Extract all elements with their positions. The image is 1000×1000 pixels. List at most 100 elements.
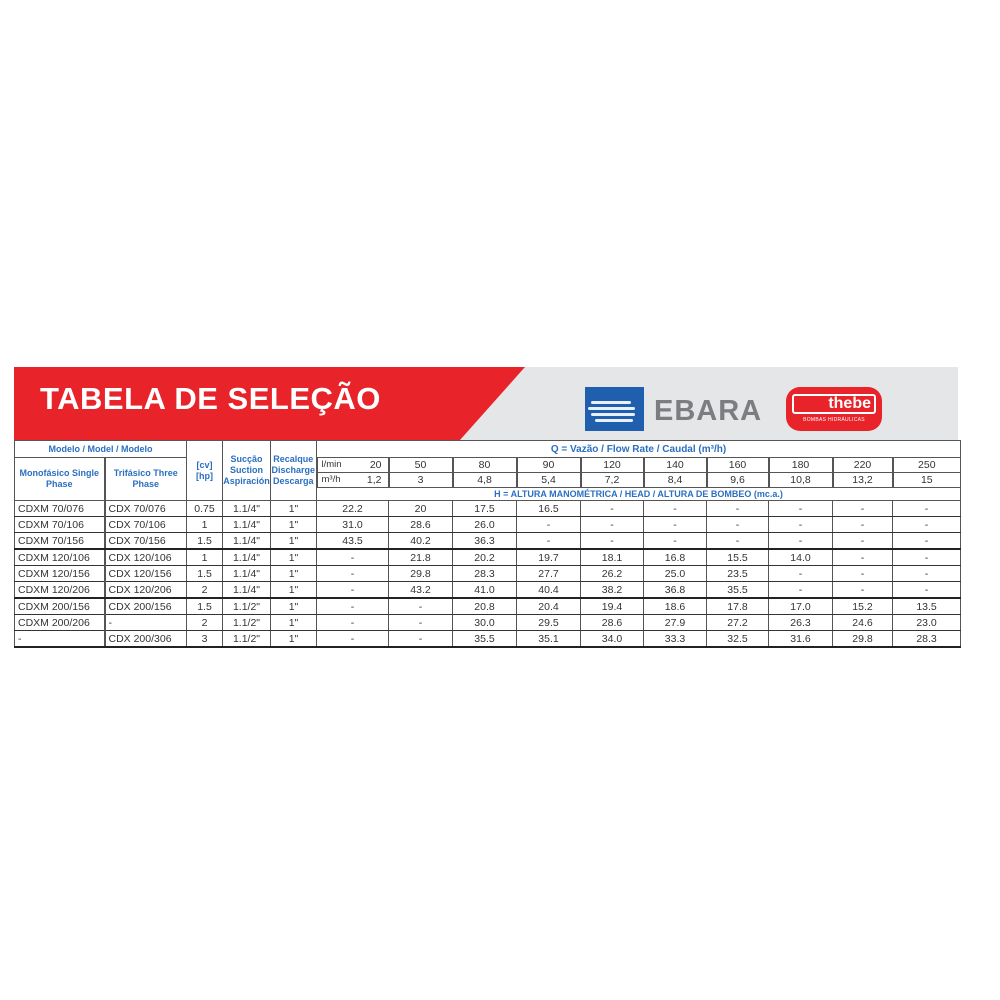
flow-lmin-cell: 160 [705,457,769,473]
suction-cell: 1.1/4" [222,532,271,550]
head-value-cell: 26.0 [452,516,517,533]
mono-model-cell: CDXM 120/156 [14,565,105,582]
head-value-cell: - [832,532,893,550]
head-value-cell: - [516,516,581,533]
ebara-logo-text: EBARA [654,395,763,427]
head-value-cell: 26.3 [768,614,833,631]
mono-model-cell: CDXM 120/106 [14,548,105,566]
head-value-cell: 24.6 [832,614,893,631]
tri-model-cell: CDX 120/156 [103,565,187,582]
table-row: CDXM 200/206-2 1.1/2" 1" - -30.0 29.5 28.6 27.9… [14,614,962,631]
head-value-cell: 35.1 [516,630,581,648]
head-value-cell: - [580,532,644,550]
power-cell: 1.5 [186,597,223,615]
model-header: Modelo / Model / Modelo [14,440,187,458]
banner: TABELA DE SELEÇÃO EBARA thebe BOMBAS HID… [14,367,958,440]
head-value-cell: - [891,581,962,599]
power-cell: 1.5 [186,565,223,582]
table-row: CDXM 70/106 CDX 70/106 1 1.1/4" 1" 31.0 28.6 26… [14,516,962,533]
head-value-cell: 30.0 [452,614,517,631]
suction-cell: 1.1/4" [222,500,271,517]
flow-lmin-cell: 90 [515,457,581,473]
head-value-cell: 22.2 [316,500,389,517]
power-cell: 0.75 [186,500,223,517]
lmin-unit-label: l/min [321,459,342,470]
tri-model-cell: - [103,614,187,631]
suction-header: Sucção Suction Aspiración [222,440,271,501]
head-value-cell: - [832,516,893,533]
power-cell: 2 [186,581,223,599]
head-value-cell: 28.3 [891,630,962,648]
head-value-cell: - [891,500,962,517]
head-value-cell: - [832,581,893,599]
head-value-cell: - [706,516,769,533]
discharge-cell: 1" [270,548,317,566]
head-value-cell: 20.4 [516,597,581,615]
flow-rate-header: Q = Vazão / Flow Rate / Caudal (m³/h) [315,440,962,458]
head-value-cell: - [316,597,389,615]
head-value-cell: - [388,597,453,615]
flow-m3h-cell: 9,6 [705,472,769,488]
power-cell: 3 [186,630,223,648]
discharge-cell: 1" [270,516,317,533]
head-value-cell: 41.0 [452,581,517,599]
mono-model-cell: CDXM 200/206 [14,614,105,631]
head-value-cell: - [891,548,962,566]
tri-model-cell: CDX 200/156 [103,597,187,615]
mono-model-cell: CDXM 70/106 [14,516,105,533]
power-header: [cv] [hp] [186,440,223,501]
head-value-cell: 34.0 [580,630,644,648]
power-cell: 1 [186,516,223,533]
head-value-cell: 27.9 [643,614,707,631]
head-value-cell: - [316,630,389,648]
head-value-cell: - [388,630,453,648]
flow-lmin-cell: 120 [579,457,644,473]
head-value-cell: 28.3 [452,565,517,582]
power-cell: 1.5 [186,532,223,550]
suction-cell: 1.1/2" [222,597,271,615]
head-value-cell: - [388,614,453,631]
power-cell: 2 [186,614,223,631]
suction-cell: 1.1/2" [222,614,271,631]
head-value-cell: 29.8 [388,565,453,582]
head-value-cell: 23.5 [706,565,769,582]
head-value-cell: 27.7 [516,565,581,582]
suction-cell: 1.1/4" [222,516,271,533]
title-ribbon [14,367,525,440]
head-value-cell: 36.8 [643,581,707,599]
mono-model-cell: CDXM 70/156 [14,532,105,550]
head-value-cell: - [891,516,962,533]
mono-model-cell: CDXM 120/206 [14,581,105,599]
head-value-cell: 20 [388,500,453,517]
tri-model-cell: CDX 70/106 [103,516,187,533]
head-value-cell: 21.8 [388,548,453,566]
flow-m3h-cell: 5,4 [515,472,581,488]
thebe-logo-text: thebe [792,394,876,414]
head-value-cell: 13.5 [891,597,962,615]
table-row: CDXM 70/156 CDX 70/156 1.5 1.1/4" 1" 43.5 40.2… [14,532,962,550]
head-value-cell: 36.3 [452,532,517,550]
head-value-cell: - [768,516,833,533]
discharge-cell: 1" [270,565,317,582]
head-value-cell: - [643,532,707,550]
head-value-cell: 17.0 [768,597,833,615]
head-value-cell: - [706,500,769,517]
head-value-cell: 33.3 [643,630,707,648]
head-value-cell: 20.8 [452,597,517,615]
thebe-logo-subtitle: BOMBAS HIDRÁULICAS [803,417,865,423]
page-title: TABELA DE SELEÇÃO [40,381,381,416]
discharge-cell: 1" [270,500,317,517]
head-value-cell: - [768,532,833,550]
flow-m3h-cell: 3 [387,472,453,488]
head-value-cell: - [580,500,644,517]
head-header: H = ALTURA MANOMÉTRICA / HEAD / ALTURA D… [315,487,962,501]
head-value-cell: 31.0 [316,516,389,533]
head-value-cell: 38.2 [580,581,644,599]
head-value-cell: 43.2 [388,581,453,599]
head-value-cell: 17.8 [706,597,769,615]
mono-model-cell: CDXM 200/156 [14,597,105,615]
head-value-cell: 32.5 [706,630,769,648]
head-value-cell: - [768,565,833,582]
flow-m3h-cell: 15 [891,472,962,488]
flow-m3h-cell: 10,8 [767,472,833,488]
